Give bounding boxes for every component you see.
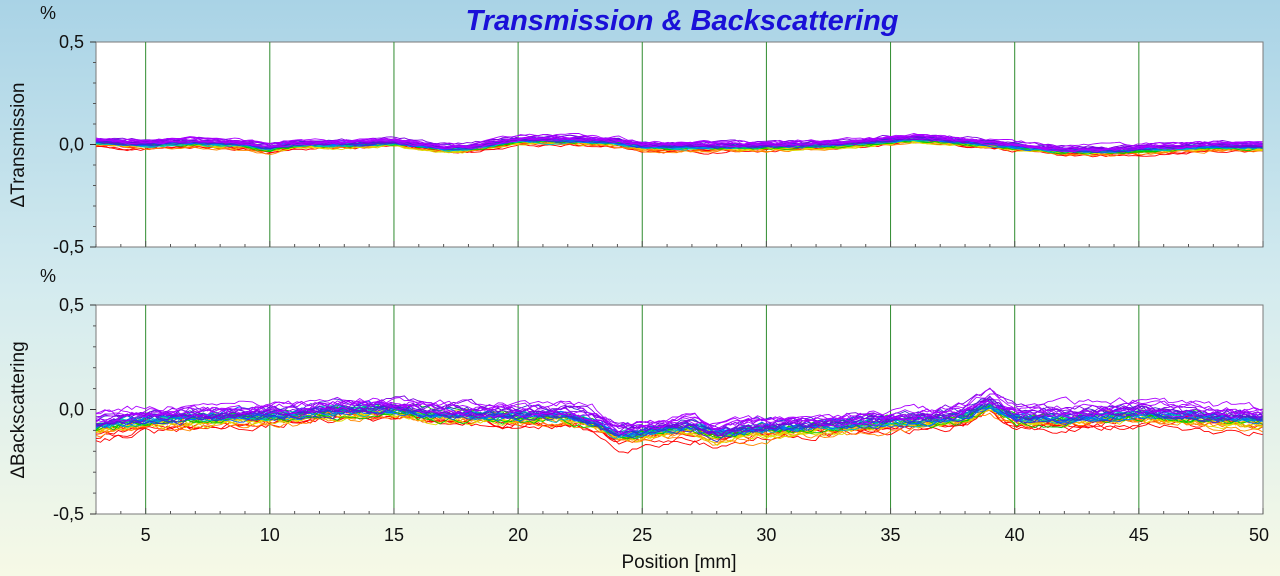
backscattering-series-line (95, 409, 1263, 441)
x-tick-label: 45 (1129, 525, 1149, 545)
backscattering-series-group (95, 387, 1263, 454)
x-tick-label: 25 (632, 525, 652, 545)
x-axis-ticks: 5 10 15 20 25 30 35 40 45 50 (141, 525, 1269, 545)
transmission-panel: 0,5 0,0 -0,5 % ΔTransmission (8, 3, 1264, 257)
transmission-y-tick-label: 0,5 (59, 32, 84, 52)
x-tick-label: 15 (384, 525, 404, 545)
backscattering-series-line (95, 387, 1263, 436)
backscattering-series-line (96, 388, 1263, 430)
transmission-series-group (95, 132, 1263, 158)
transmission-y-tick-label: 0,0 (59, 135, 84, 155)
transmission-y-tick-label: -0,5 (53, 237, 84, 257)
x-tick-label: 50 (1249, 525, 1269, 545)
x-tick-label: 20 (508, 525, 528, 545)
transmission-series-line (95, 132, 1263, 148)
backscattering-y-tick-label: 0,0 (59, 400, 84, 420)
backscattering-y-tick-label: -0,5 (53, 504, 84, 524)
x-tick-label: 35 (881, 525, 901, 545)
transmission-y-axis-label: ΔTransmission (8, 83, 29, 208)
x-tick-label: 10 (260, 525, 280, 545)
backscattering-y-tick-label: 0,5 (59, 295, 84, 315)
backscattering-series-line (95, 393, 1263, 435)
backscattering-unit-label: % (40, 266, 56, 286)
backscattering-series-line (95, 398, 1263, 437)
transmission-unit-label: % (40, 3, 56, 23)
backscattering-panel: 0,5 0,0 -0,5 5 10 15 20 25 30 35 40 45 50 % ΔBacksc… (8, 266, 1269, 573)
chart-title: Transmission & Backscattering (465, 5, 898, 37)
x-axis-label: Position [mm] (621, 552, 736, 573)
x-tick-label: 30 (756, 525, 776, 545)
transmission-series-line (95, 135, 1263, 152)
x-tick-label: 40 (1005, 525, 1025, 545)
backscattering-y-ticks: 0,5 0,0 -0,5 (53, 295, 96, 524)
transmission-series-line (95, 134, 1263, 152)
backscattering-y-axis-label: ΔBackscattering (8, 341, 29, 478)
transmission-y-ticks: 0,5 0,0 -0,5 (53, 32, 96, 257)
x-tick-label: 5 (141, 525, 151, 545)
backscattering-series-line (95, 396, 1263, 427)
